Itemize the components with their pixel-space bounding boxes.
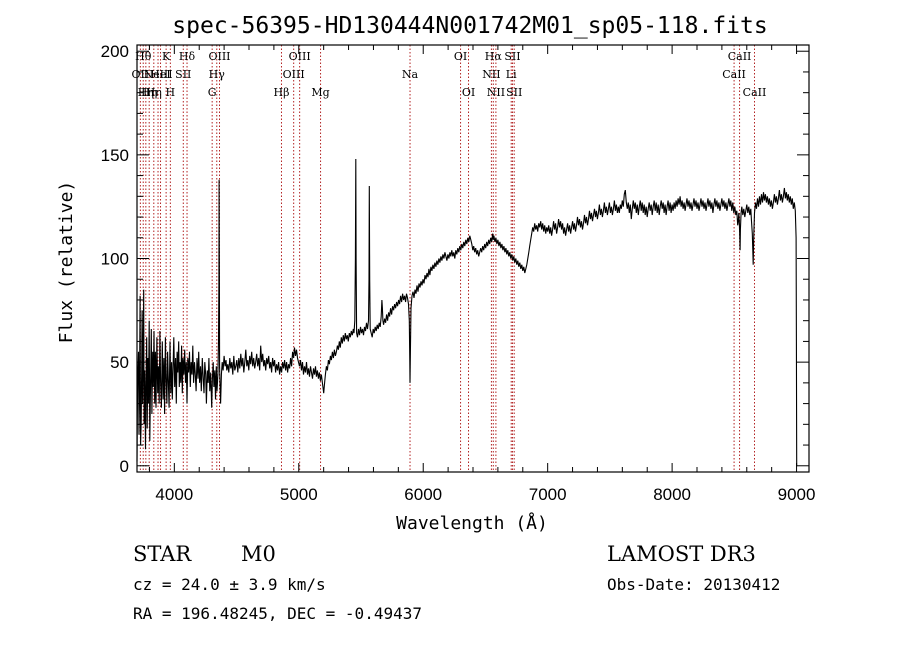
line-marker-label: SII — [504, 50, 520, 63]
line-marker-label: HeI — [150, 68, 170, 81]
line-marker-label: Hδ — [179, 50, 196, 63]
chart-title: spec-56395-HD130444N001742M01_sp05-118.f… — [172, 13, 767, 39]
line-marker-label: NII — [482, 68, 500, 81]
y-tick-label: 100 — [101, 250, 129, 269]
x-axis-ticks: 4000 5000 6000 7000 8000 9000 — [148, 45, 816, 504]
line-marker-label: CaII — [722, 68, 746, 81]
x-tick-label: 6000 — [404, 485, 442, 504]
line-marker-label: H — [166, 86, 176, 99]
x-tick-label: 7000 — [529, 485, 567, 504]
line-marker-label: Hη — [146, 86, 162, 99]
line-marker-label: Hβ — [274, 86, 290, 99]
line-marker-label: Hγ — [209, 68, 226, 81]
line-marker-label: CaII — [728, 50, 752, 63]
line-marker-label: OI — [454, 50, 467, 63]
x-tick-label: 4000 — [155, 485, 193, 504]
y-tick-label: 200 — [101, 42, 129, 61]
line-marker-label: SII — [506, 86, 522, 99]
line-marker-label: CaII — [743, 86, 767, 99]
survey-label: LAMOST DR3 — [607, 542, 756, 566]
line-marker-label: K — [162, 50, 171, 63]
line-marker-label: G — [208, 86, 217, 99]
y-tick-label: 0 — [120, 457, 129, 476]
line-marker-label: SII — [175, 68, 191, 81]
line-marker-label: NeIII — [143, 68, 172, 81]
x-tick-label: 5000 — [280, 485, 318, 504]
object-class: STAR — [133, 542, 192, 566]
line-marker-label: OIII — [208, 50, 230, 63]
y-axis-label: Flux (relative) — [56, 181, 77, 344]
coordinates-text: RA = 196.48245, DEC = -0.49437 — [133, 604, 422, 623]
line-marker-label: OIII — [283, 68, 305, 81]
y-tick-label: 50 — [110, 353, 129, 372]
line-marker-label: Hα — [485, 50, 503, 63]
line-marker-label: OII — [132, 68, 150, 81]
y-axis-ticks: 0 50 100 150 200 — [101, 42, 809, 476]
y-tick-label: 150 — [101, 146, 129, 165]
x-tick-label: 9000 — [778, 485, 816, 504]
line-marker-label: Mg — [311, 86, 329, 99]
x-axis-label: Wavelength (Å) — [396, 512, 548, 534]
line-marker-label: Hη — [138, 86, 154, 99]
line-marker-label: Li — [506, 68, 517, 81]
line-marker-label: Hη — [141, 86, 157, 99]
plot-frame — [136, 44, 810, 473]
line-marker-label: OI — [462, 86, 475, 99]
redshift-text: cz = 24.0 ± 3.9 km/s — [133, 575, 326, 594]
line-marker-label: OIII — [289, 50, 311, 63]
line-marker-labels: OIIHθHηHηHηNeIIIHeIKHSIIHδGHγOIIIHβOIIIO… — [132, 50, 767, 99]
spectrum-line — [136, 158, 798, 467]
obs-date-text: Obs-Date: 20130412 — [607, 575, 780, 594]
line-marker-label: NII — [487, 86, 505, 99]
line-marker-label: Hθ — [135, 50, 152, 63]
object-subclass: M0 — [241, 542, 276, 566]
x-tick-label: 8000 — [653, 485, 691, 504]
line-marker-label: Na — [402, 68, 419, 81]
